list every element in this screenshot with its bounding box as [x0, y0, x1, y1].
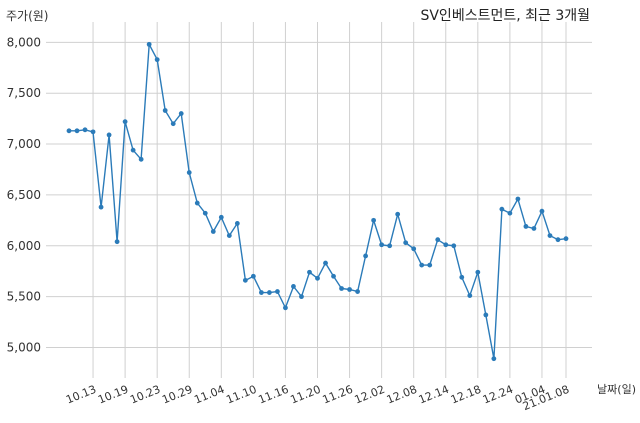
- x-tick-label: 12.18: [449, 383, 483, 407]
- data-point: [539, 208, 545, 214]
- data-point: [451, 243, 457, 249]
- x-tick-label: 11.10: [224, 383, 258, 407]
- x-tick-label: 12.24: [481, 383, 515, 407]
- data-point: [267, 290, 272, 295]
- data-point: [170, 121, 176, 127]
- data-point: [523, 224, 529, 229]
- y-tick-label: 8,000: [7, 35, 41, 49]
- data-point: [323, 260, 328, 266]
- data-point: [427, 262, 433, 268]
- data-point: [122, 119, 128, 125]
- data-point: [242, 277, 248, 283]
- data-point: [66, 128, 72, 134]
- data-point: [475, 269, 481, 275]
- chart-title: SV인베스트먼트, 최근 3개월: [420, 8, 590, 24]
- data-point: [379, 242, 385, 248]
- data-point: [395, 211, 401, 217]
- data-point: [218, 214, 224, 220]
- data-point: [403, 240, 409, 246]
- data-point: [283, 305, 288, 311]
- x-tick-label: 11.16: [256, 383, 290, 407]
- y-tick-label: 5,000: [7, 340, 41, 354]
- data-point: [250, 273, 256, 279]
- data-point: [234, 220, 240, 226]
- x-tick-label: 10.19: [96, 383, 130, 407]
- x-tick-label: 12.02: [353, 383, 387, 407]
- data-point: [371, 217, 377, 223]
- y-tick-label: 6,500: [7, 188, 41, 202]
- x-tick-label: 11.20: [289, 383, 323, 407]
- data-point: [443, 242, 449, 248]
- data-point: [74, 128, 80, 134]
- y-tick-label: 7,000: [7, 137, 41, 151]
- data-point: [563, 236, 569, 242]
- data-point: [315, 275, 320, 281]
- data-point: [82, 127, 88, 133]
- data-point: [467, 293, 473, 299]
- data-point: [194, 200, 200, 206]
- data-point: [515, 196, 521, 202]
- data-point: [258, 290, 264, 295]
- x-tick-label: 12.08: [385, 383, 419, 407]
- data-point: [146, 41, 152, 47]
- x-axis-label: 날짜(일): [597, 383, 636, 396]
- data-point: [202, 210, 208, 216]
- y-axis-label: 주가(원): [6, 9, 49, 23]
- x-tick-label: 12.14: [417, 383, 451, 407]
- y-tick-label: 7,500: [7, 86, 41, 100]
- data-point: [531, 226, 537, 231]
- data-point: [226, 233, 232, 239]
- data-point: [547, 233, 553, 239]
- data-point: [162, 108, 168, 113]
- data-point: [299, 294, 304, 300]
- data-point: [459, 274, 465, 280]
- data-point: [499, 206, 505, 212]
- x-tick-label: 11.04: [192, 383, 226, 407]
- x-tick-label: 10.23: [128, 383, 162, 407]
- data-point: [90, 129, 96, 135]
- data-point: [483, 312, 489, 318]
- x-tick-label: 11.26: [321, 383, 355, 407]
- data-point: [98, 204, 104, 210]
- data-point: [114, 239, 120, 245]
- data-point: [411, 246, 417, 252]
- y-tick-label: 5,500: [7, 290, 41, 304]
- data-point: [491, 356, 497, 362]
- data-point: [387, 243, 393, 249]
- data-point: [106, 132, 112, 138]
- data-point: [291, 284, 296, 289]
- data-point: [130, 147, 136, 153]
- data-point: [331, 273, 336, 279]
- data-point: [347, 287, 352, 292]
- data-point: [307, 269, 312, 275]
- data-point: [555, 237, 561, 243]
- data-point: [363, 253, 368, 259]
- data-point: [507, 210, 513, 216]
- data-point: [355, 289, 360, 294]
- x-tick-label: 10.13: [64, 383, 98, 407]
- data-point: [138, 156, 144, 162]
- x-tick-label: 10.29: [160, 383, 194, 407]
- data-point: [210, 229, 216, 234]
- data-point: [154, 57, 160, 63]
- data-point: [435, 237, 441, 243]
- data-point: [186, 170, 192, 175]
- data-point: [419, 262, 425, 268]
- data-point: [178, 111, 184, 116]
- y-tick-label: 6,000: [7, 239, 41, 253]
- data-point: [275, 289, 280, 294]
- data-point: [339, 286, 344, 291]
